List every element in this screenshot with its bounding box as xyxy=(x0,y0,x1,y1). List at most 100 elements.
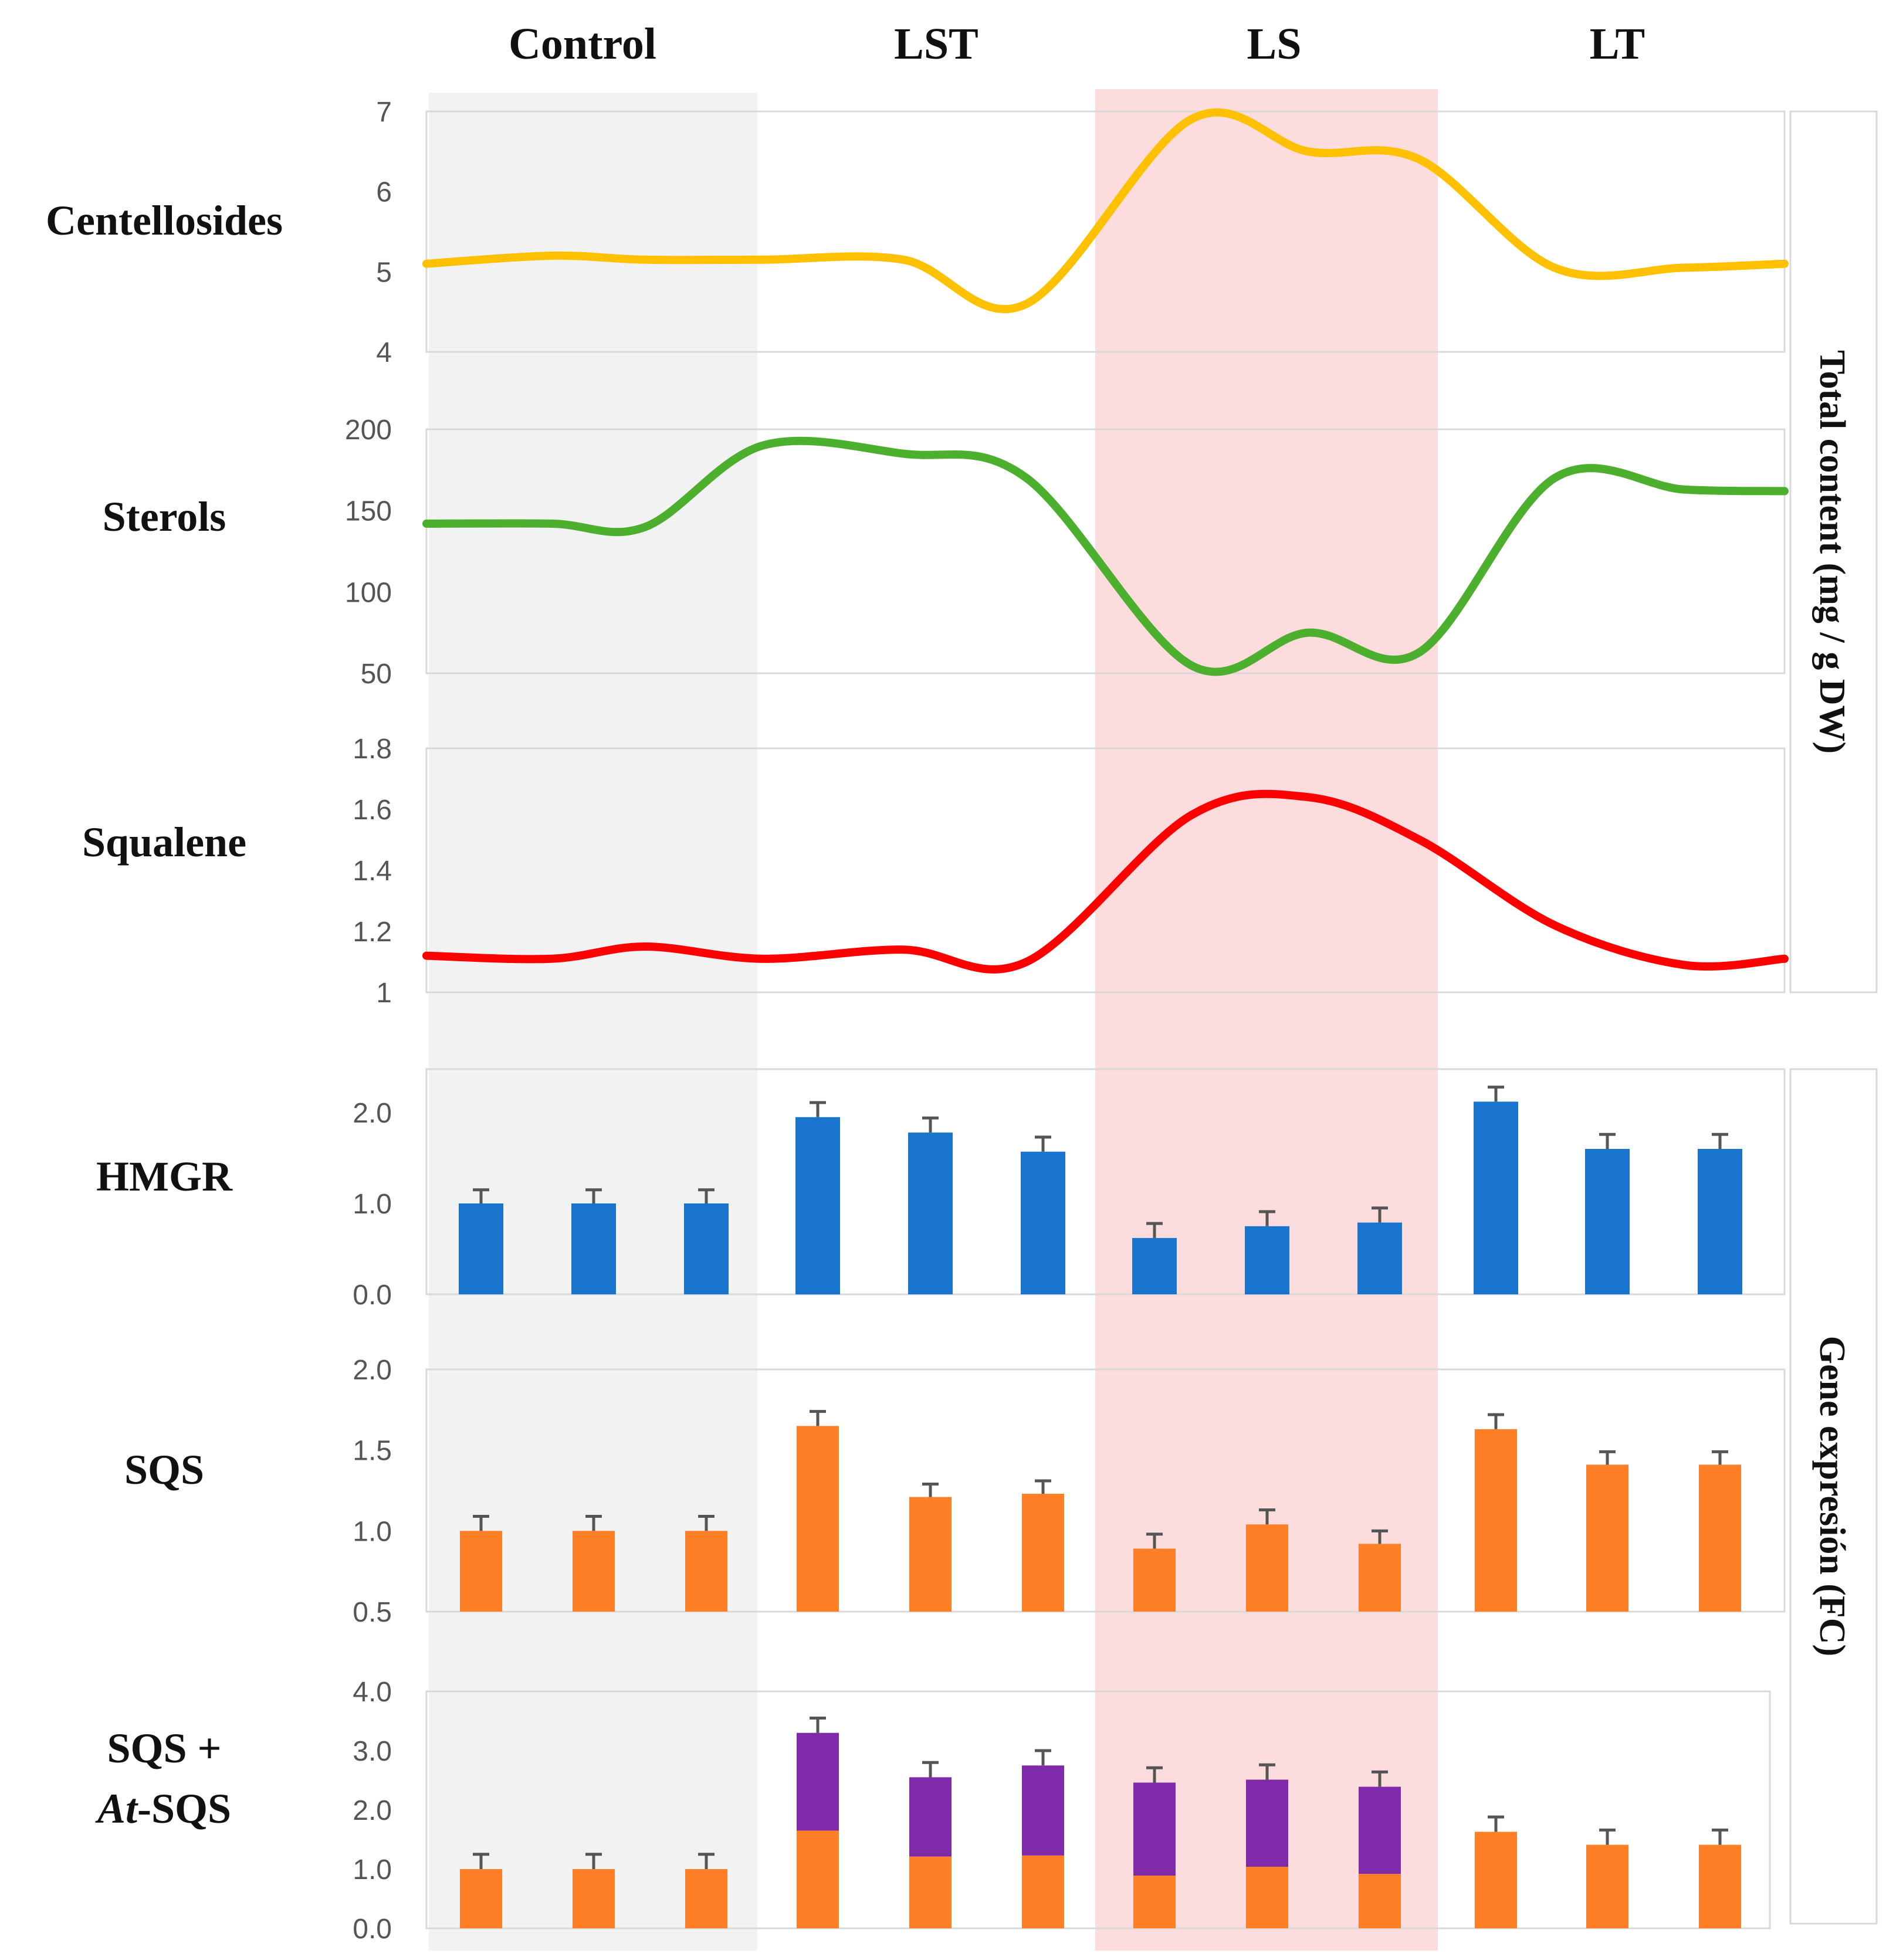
sqs-atsqs-ytick: 2.0 xyxy=(353,1795,392,1826)
row-label-at-italic: At xyxy=(95,1785,138,1832)
row-label-squalene: Squalene xyxy=(82,819,246,866)
hmgr-frame xyxy=(425,1068,1786,1296)
hmgr-ytick: 2.0 xyxy=(353,1098,392,1129)
group-title-lst: LST xyxy=(894,19,978,69)
sqs-stack-bar xyxy=(1359,1874,1401,1928)
sterols-ytick: 100 xyxy=(345,577,392,608)
sqs-stack-bar xyxy=(1586,1844,1628,1928)
hmgr-bar xyxy=(571,1203,616,1294)
sqs-stack-bar xyxy=(1133,1876,1176,1928)
panel-frames xyxy=(425,110,1878,1930)
sqs-stack-bar xyxy=(1699,1844,1741,1928)
hmgr-bar xyxy=(1132,1237,1177,1294)
group-shading-layer xyxy=(429,89,1438,1951)
sterols-ytick: 50 xyxy=(361,659,392,690)
hmgr-ytick: 1.0 xyxy=(353,1189,392,1220)
plot-layer: 7 6 5 4 200 150 100 50 1.8 1.6 1.4 1.2 1 2.0 1.0 0.0 2.0… xyxy=(345,97,1789,1945)
sqs-ytick: 2.0 xyxy=(353,1355,392,1386)
row-label-hmgr: HMGR xyxy=(96,1153,233,1200)
sqs-bar xyxy=(1246,1524,1288,1612)
hmgr-bar xyxy=(1245,1226,1289,1295)
hmgr-bar xyxy=(1474,1101,1518,1294)
hmgr-bar xyxy=(1357,1222,1402,1294)
row-label-sqs: SQS xyxy=(124,1446,204,1493)
sqs-atsqs-frame xyxy=(425,1690,1771,1930)
atsqs-stack-bar xyxy=(797,1732,839,1831)
sqs-frame xyxy=(425,1368,1786,1613)
gene-expression-side-frame xyxy=(1789,1068,1878,1925)
atsqs-stack-bar xyxy=(909,1777,952,1857)
row-label-atsqs: At-SQS xyxy=(95,1785,231,1832)
atsqs-stack-bar xyxy=(1359,1786,1401,1874)
sqs-stack-bar xyxy=(573,1869,615,1928)
atsqs-stack-bar xyxy=(1246,1779,1288,1867)
row-label-centellosides: Centellosides xyxy=(46,197,283,244)
squalene-frame xyxy=(425,747,1786,993)
total-content-side-frame xyxy=(1789,110,1878,993)
sqs-atsqs-ytick: 3.0 xyxy=(353,1736,392,1767)
hmgr-bar xyxy=(1021,1151,1065,1294)
row-label-sterols: Sterols xyxy=(103,493,226,540)
ls-shading xyxy=(1095,89,1438,1951)
squalene-ytick: 1.6 xyxy=(353,795,392,826)
group-title-control: Control xyxy=(509,19,656,69)
hmgr-bar xyxy=(1698,1149,1742,1294)
sterols-frame xyxy=(425,428,1786,674)
sterols-ytick: 200 xyxy=(345,415,392,446)
sqs-bar xyxy=(909,1497,952,1612)
sqs-stack-bar xyxy=(1246,1867,1288,1928)
sqs-bar xyxy=(1022,1494,1064,1612)
sterols-line xyxy=(422,436,1789,676)
sqs-ytick: 0.5 xyxy=(353,1597,392,1628)
atsqs-stack-bar xyxy=(1133,1782,1176,1876)
hmgr-bar xyxy=(684,1203,729,1294)
side-label-gene-expression: Gene expresión (FC) xyxy=(1812,1336,1852,1656)
sqs-bar xyxy=(1475,1429,1517,1612)
control-shading xyxy=(429,93,757,1951)
sqs-bar xyxy=(1586,1464,1628,1612)
sqs-ytick: 1.0 xyxy=(353,1516,392,1547)
group-titles: Control LST LS LT xyxy=(509,19,1645,69)
sqs-ytick: 1.5 xyxy=(353,1436,392,1467)
sqs-atsqs-ytick: 4.0 xyxy=(353,1677,392,1708)
side-labels: Total content (mg / g DW) Gene expresión… xyxy=(1812,350,1852,1656)
sqs-bar xyxy=(1359,1544,1401,1612)
centellosides-ytick: 5 xyxy=(376,257,392,288)
sqs-atsqs-ytick: 1.0 xyxy=(353,1854,392,1886)
hmgr-bar xyxy=(459,1203,503,1294)
group-title-ls: LS xyxy=(1247,19,1302,69)
centellosides-ytick: 7 xyxy=(376,97,392,128)
centellosides-line xyxy=(422,108,1789,314)
centellosides-ytick: 6 xyxy=(376,177,392,208)
sqs-stack-bar xyxy=(460,1869,502,1928)
sqs-stack-bar xyxy=(1475,1832,1517,1928)
squalene-ytick: 1.4 xyxy=(353,856,392,887)
sqs-bar xyxy=(573,1531,615,1612)
sqs-stack-bar xyxy=(1022,1855,1064,1928)
atsqs-stack-bar xyxy=(1022,1765,1064,1856)
hmgr-bar xyxy=(908,1132,953,1294)
sqs-stack-bar xyxy=(797,1830,839,1928)
row-labels: Centellosides Sterols Squalene HMGR SQS … xyxy=(46,197,283,1832)
sqs-bar xyxy=(1699,1464,1741,1612)
hmgr-bar xyxy=(795,1117,840,1295)
squalene-ytick: 1 xyxy=(376,978,392,1009)
hmgr-bar xyxy=(1585,1149,1630,1294)
row-label-sqs-plus: SQS + xyxy=(107,1725,221,1772)
row-label-sqs-suffix: -SQS xyxy=(137,1785,231,1832)
sqs-bar xyxy=(797,1426,839,1612)
sqs-stack-bar xyxy=(909,1856,952,1928)
sqs-bar xyxy=(1133,1548,1176,1612)
sqs-stack-bar xyxy=(685,1869,727,1928)
sterols-ytick: 150 xyxy=(345,496,392,527)
side-label-total-content: Total content (mg / g DW) xyxy=(1812,350,1852,754)
group-title-lt: LT xyxy=(1590,19,1645,69)
sqs-atsqs-ytick: 0.0 xyxy=(353,1914,392,1945)
squalene-line xyxy=(422,789,1789,974)
squalene-ytick: 1.2 xyxy=(353,917,392,948)
hmgr-ytick: 0.0 xyxy=(353,1280,392,1311)
squalene-ytick: 1.8 xyxy=(353,734,392,765)
centellosides-ytick: 4 xyxy=(376,337,392,368)
sqs-bar xyxy=(460,1531,502,1612)
